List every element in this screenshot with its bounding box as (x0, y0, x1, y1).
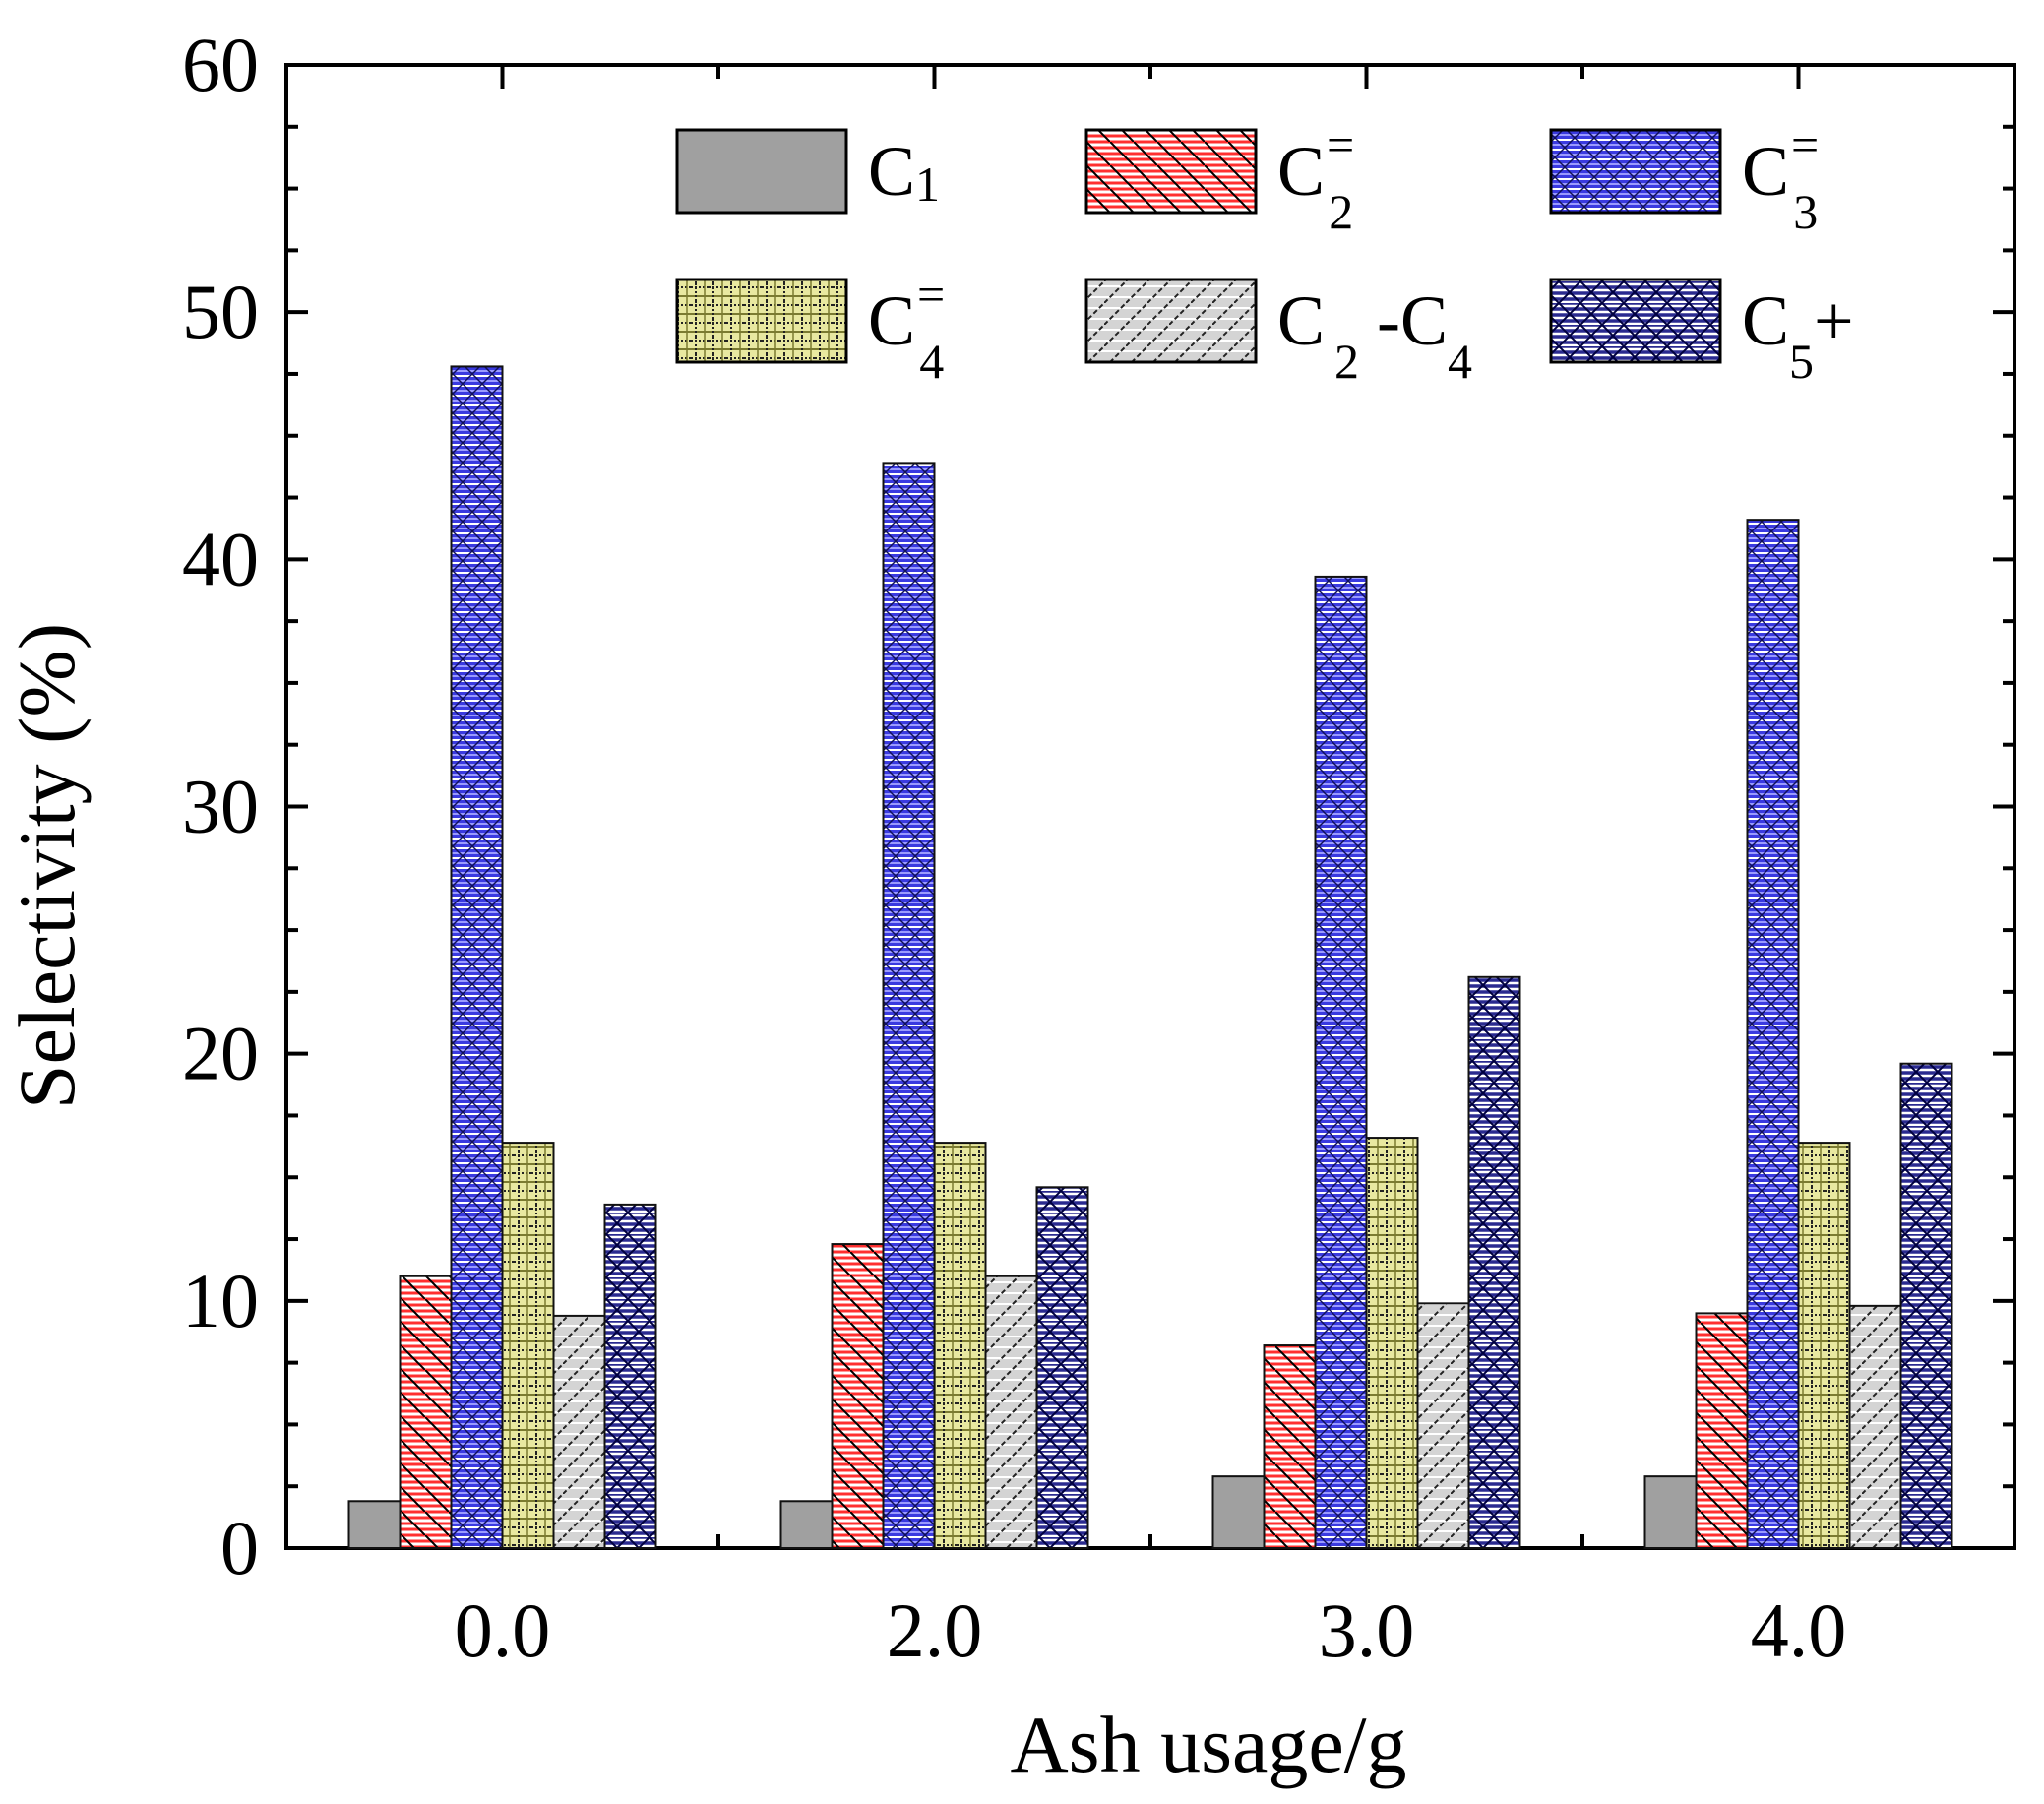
bar-C5+-0.0 (603, 1203, 657, 1549)
bar-C4=-2.0 (933, 1142, 987, 1549)
x-tick-label: 3.0 (1319, 1587, 1415, 1673)
y-tick-label: 10 (182, 1258, 259, 1343)
bar-C2=-3.0 (1263, 1344, 1317, 1549)
bar-C5+-2.0 (1035, 1186, 1089, 1549)
legend: C1 C= 2 C= 3 C= 4 C2 -C4 C5+ (675, 117, 1854, 389)
legend-label-C1: C1 (868, 132, 940, 212)
legend-swatch-C2-C4 (1084, 278, 1258, 364)
legend-swatch-C3= (1549, 128, 1722, 215)
bar-C5+-4.0 (1899, 1062, 1953, 1550)
legend-swatch-C2= (1084, 128, 1258, 215)
y-tick-label: 60 (182, 22, 259, 107)
y-tick-label: 30 (182, 764, 259, 849)
x-tick-label: 0.0 (455, 1587, 551, 1673)
bar-C2=-4.0 (1695, 1312, 1749, 1550)
x-tick-label: 4.0 (1751, 1587, 1847, 1673)
bar-C1-3.0 (1211, 1475, 1266, 1549)
bar-C4=-3.0 (1365, 1137, 1419, 1550)
bar-C2=-0.0 (399, 1275, 453, 1549)
legend-label-C4=: C= 4 (868, 267, 945, 389)
bar-C2-C4-0.0 (552, 1314, 606, 1549)
bar-C4=-4.0 (1797, 1142, 1851, 1549)
bar-C2=-2.0 (831, 1243, 885, 1549)
legend-swatch-C5+ (1549, 278, 1722, 364)
bar-C5+-3.0 (1467, 975, 1521, 1549)
bar-C2-C4-2.0 (984, 1275, 1038, 1549)
x-axis: 0.0 2.0 3.0 4.0 (284, 65, 2016, 1673)
legend-label-C3=: C= 3 (1742, 117, 1819, 239)
bar-C2-C4-3.0 (1416, 1302, 1470, 1549)
legend-label-C2-C4: C2 -C4 (1277, 281, 1472, 389)
legend-swatch-C1 (675, 128, 848, 215)
y-tick-label: 50 (182, 269, 259, 354)
y-axis-title: Selectivity (%) (2, 623, 92, 1109)
bar-C1-4.0 (1643, 1475, 1698, 1549)
x-tick-label: 2.0 (887, 1587, 983, 1673)
legend-label-C5+: C5+ (1742, 281, 1854, 389)
y-tick-label: 40 (182, 516, 259, 601)
bars-layer (347, 365, 1953, 1550)
y-axis: 0 10 20 30 40 50 60 (182, 22, 2014, 1590)
y-tick-label: 0 (220, 1505, 259, 1590)
bar-C3=-4.0 (1746, 519, 1800, 1550)
bar-C2-C4-4.0 (1848, 1304, 1902, 1550)
legend-swatch-C4= (675, 278, 848, 364)
y-tick-label: 20 (182, 1011, 259, 1096)
legend-label-C2=: C= 2 (1277, 117, 1354, 239)
bar-C3=-3.0 (1314, 575, 1368, 1549)
bar-C1-0.0 (347, 1500, 402, 1549)
bar-C4=-0.0 (501, 1142, 555, 1549)
x-axis-title: Ash usage/g (1010, 1700, 1406, 1789)
bar-C3=-0.0 (450, 365, 504, 1549)
bar-C1-2.0 (779, 1500, 834, 1549)
bar-C3=-2.0 (882, 462, 936, 1550)
